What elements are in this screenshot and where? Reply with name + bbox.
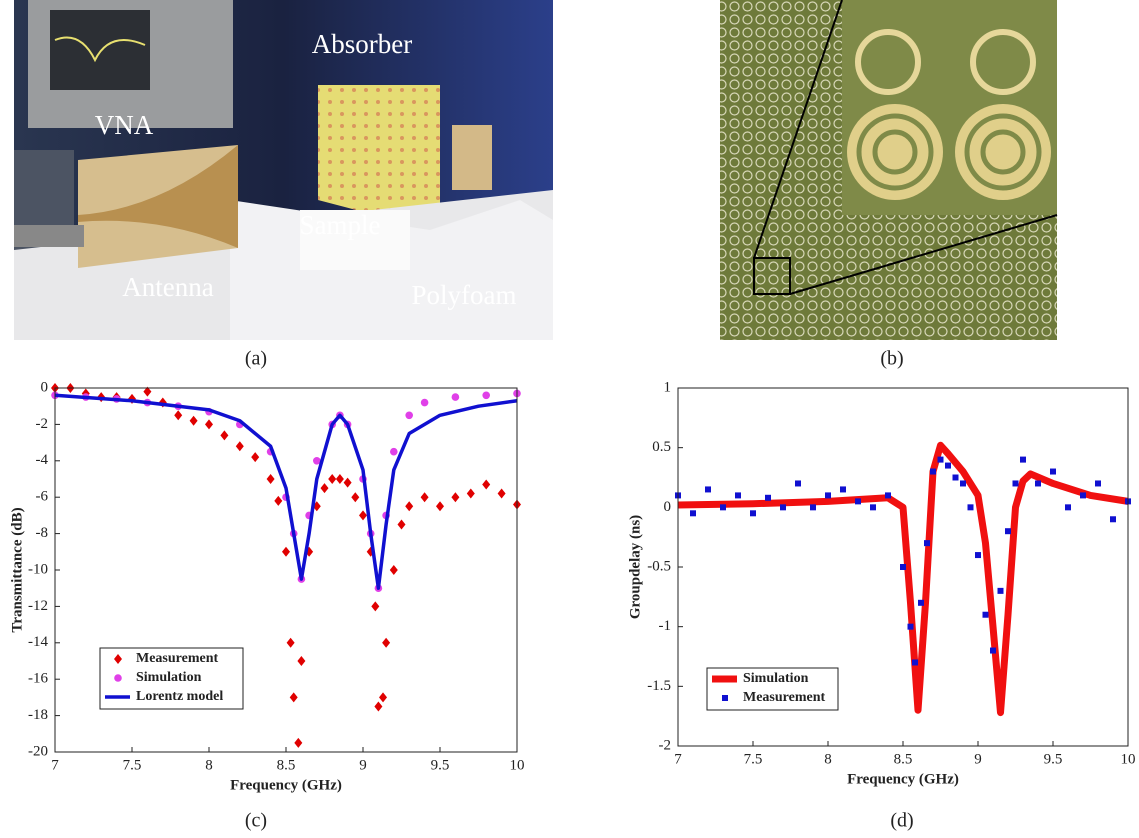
y-tick-label: 0.5 xyxy=(652,439,671,455)
marker xyxy=(1110,516,1116,522)
marker xyxy=(1080,492,1086,498)
marker xyxy=(908,624,914,630)
marker xyxy=(900,564,906,570)
y-tick-label: -14 xyxy=(28,634,48,650)
marker xyxy=(918,600,924,606)
y-tick-label: 0 xyxy=(664,499,672,515)
marker xyxy=(825,492,831,498)
figure: VNA Absorber Sample Antenna Polyfoam (a)… xyxy=(0,0,1139,838)
y-tick-label: -2 xyxy=(659,737,672,753)
x-tick-label: 8.5 xyxy=(894,751,913,767)
caption: (c) xyxy=(245,810,267,832)
marker xyxy=(924,540,930,546)
x-tick-label: 8.5 xyxy=(277,757,296,773)
caption: (b) xyxy=(880,348,903,370)
marker xyxy=(795,480,801,486)
y-tick-label: -20 xyxy=(28,743,48,759)
legend-label: Measurement xyxy=(743,690,825,705)
y-tick-label: -8 xyxy=(36,525,49,541)
photo-label: Antenna xyxy=(122,272,213,302)
marker xyxy=(390,448,398,456)
x-tick-label: 8 xyxy=(205,757,213,773)
marker xyxy=(780,504,786,510)
legend-label: Measurement xyxy=(136,651,218,666)
photo-label: Absorber xyxy=(312,29,412,59)
marker xyxy=(1065,504,1071,510)
marker xyxy=(690,510,696,516)
caption: (d) xyxy=(890,810,913,832)
x-tick-label: 10 xyxy=(1121,751,1136,767)
marker xyxy=(953,475,959,481)
x-tick-label: 9 xyxy=(359,757,367,773)
legend-label: Lorentz model xyxy=(136,689,223,704)
marker xyxy=(765,495,771,501)
x-tick-label: 7.5 xyxy=(123,757,142,773)
photo-label: VNA xyxy=(95,110,154,140)
marker xyxy=(998,588,1004,594)
y-axis-label: Groupdelay (ns) xyxy=(627,515,643,619)
y-tick-label: 1 xyxy=(664,379,672,395)
marker xyxy=(885,492,891,498)
caption: (a) xyxy=(245,348,267,370)
marker xyxy=(705,486,711,492)
photo-b xyxy=(720,0,1057,340)
marker xyxy=(1013,480,1019,486)
marker xyxy=(945,463,951,469)
marker xyxy=(983,612,989,618)
legend-swatch xyxy=(722,695,728,701)
y-axis-label: Transmittance (dB) xyxy=(9,507,25,632)
marker xyxy=(1020,457,1026,463)
legend-label: Simulation xyxy=(136,670,202,685)
marker xyxy=(1005,528,1011,534)
x-tick-label: 9 xyxy=(974,751,982,767)
marker xyxy=(930,469,936,475)
marker xyxy=(840,486,846,492)
y-tick-label: -1 xyxy=(659,618,672,634)
marker xyxy=(810,504,816,510)
x-tick-label: 10 xyxy=(510,757,525,773)
x-tick-label: 7 xyxy=(51,757,59,773)
marker xyxy=(968,504,974,510)
marker xyxy=(855,498,861,504)
legend-label: Simulation xyxy=(743,671,809,686)
marker xyxy=(938,457,944,463)
x-tick-label: 8 xyxy=(824,751,832,767)
marker xyxy=(405,412,413,420)
marker xyxy=(1050,469,1056,475)
photo-label: Polyfoam xyxy=(412,280,517,310)
marker xyxy=(720,504,726,510)
marker xyxy=(735,492,741,498)
y-tick-label: -16 xyxy=(28,671,48,687)
marker xyxy=(750,510,756,516)
photo-label: Sample xyxy=(300,210,381,240)
y-tick-label: -18 xyxy=(28,707,48,723)
marker xyxy=(482,391,490,399)
x-axis-label: Frequency (GHz) xyxy=(847,771,959,787)
y-tick-label: -4 xyxy=(36,452,49,468)
marker xyxy=(975,552,981,558)
marker xyxy=(870,504,876,510)
legend-swatch xyxy=(114,674,122,682)
marker xyxy=(912,659,918,665)
marker xyxy=(421,399,429,407)
x-tick-label: 9.5 xyxy=(431,757,450,773)
y-tick-label: -1.5 xyxy=(647,678,671,694)
marker xyxy=(1035,480,1041,486)
marker xyxy=(452,393,460,401)
y-tick-label: -2 xyxy=(36,416,49,432)
y-tick-label: 0 xyxy=(41,379,49,395)
y-tick-label: -12 xyxy=(28,598,48,614)
y-tick-label: -0.5 xyxy=(647,558,671,574)
x-axis-label: Frequency (GHz) xyxy=(230,777,342,793)
x-tick-label: 7.5 xyxy=(744,751,763,767)
marker xyxy=(990,648,996,654)
y-tick-label: -6 xyxy=(36,489,49,505)
marker xyxy=(1095,480,1101,486)
x-tick-label: 7 xyxy=(674,751,682,767)
y-tick-label: -10 xyxy=(28,561,48,577)
x-tick-label: 9.5 xyxy=(1044,751,1063,767)
marker xyxy=(960,480,966,486)
